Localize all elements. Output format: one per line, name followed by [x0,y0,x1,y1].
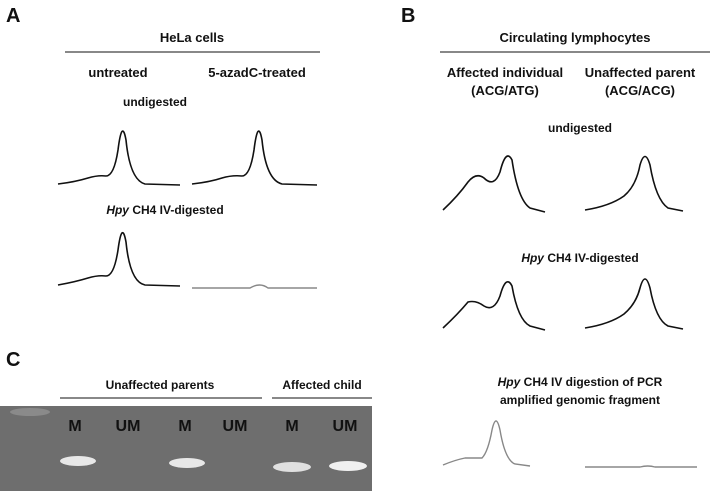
group-label: Affected child [282,378,361,392]
column-label: Unaffected parent [585,65,696,80]
trace [191,130,318,186]
text: CH4 IV-digested [132,203,223,217]
row-label: Hpy CH4 IV digestion of PCR [498,375,663,389]
italic-text: Hpy [521,251,545,265]
lane-label: UM [223,418,248,435]
trace [57,232,181,287]
panel-label: A [6,5,20,27]
column-label: Affected individual [447,65,563,80]
lane-label: M [68,418,81,435]
panel-label: B [401,5,415,27]
trace [442,280,546,331]
row-label: Hpy CH4 IV-digested [521,251,638,265]
band [329,461,367,471]
panel-label: C [6,349,20,371]
row-label: undigested [123,95,187,109]
lane-label: UM [116,418,141,435]
row-label: amplified genomic fragment [500,393,660,407]
band [60,456,96,466]
lane-label: M [178,418,191,435]
column-label: untreated [88,65,147,80]
group-label: Unaffected parents [106,378,215,392]
panel-title: HeLa cells [160,30,224,45]
column-label: (ACG/ATG) [471,83,539,98]
text: CH4 IV digestion of PCR [524,375,663,389]
lane-label: M [285,418,298,435]
column-label: 5-azadC-treated [208,65,306,80]
row-label: undigested [548,121,612,135]
trace [57,130,181,186]
row-label: Hpy CH4 IV-digested [106,203,223,217]
text: CH4 IV-digested [547,251,638,265]
trace [585,465,697,468]
trace [584,278,684,330]
trace [584,155,684,212]
band [169,458,205,468]
trace [442,420,531,467]
italic-text: Hpy [498,375,522,389]
gel [0,406,372,491]
column-label: (ACG/ACG) [605,83,675,98]
band [10,408,50,416]
italic-text: Hpy [106,203,130,217]
trace [192,284,317,289]
band [273,462,311,472]
trace [442,155,546,213]
lane-label: UM [333,418,358,435]
panel-title: Circulating lymphocytes [500,30,651,45]
